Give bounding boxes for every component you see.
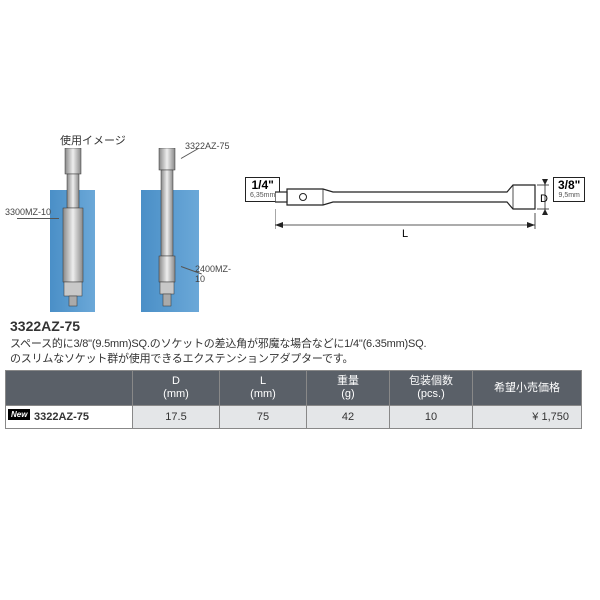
th-p-1: 包装個数 — [409, 375, 453, 387]
th-l: L (mm) — [220, 371, 307, 406]
td-d: 17.5 — [133, 406, 220, 429]
adapter-outline — [275, 175, 555, 245]
desc-line2: のスリムなソケット群が使用できるエクステンションアダプターです。 — [10, 353, 353, 365]
side-view-drawing: 1/4" 6,35mm 3/8" 9,5mm — [275, 187, 565, 267]
td-pack: 10 — [390, 406, 473, 429]
dim-d: D — [540, 193, 548, 205]
th-l-1: L — [260, 375, 266, 387]
th-l-2: (mm) — [250, 388, 276, 400]
td-l: 75 — [220, 406, 307, 429]
drive-left-sub: 6,35mm — [250, 192, 275, 200]
spec-table: D (mm) L (mm) 重量 (g) 包装個数 (pcs.) 希望小売価格 … — [5, 370, 582, 429]
drive-left-main: 1/4" — [250, 179, 275, 192]
new-badge: New — [8, 409, 30, 420]
dim-l: L — [402, 228, 408, 240]
model-title: 3322AZ-75 — [10, 318, 80, 334]
th-d-1: D — [172, 375, 180, 387]
th-w-1: 重量 — [337, 375, 359, 387]
table-row: 3322AZ-75 17.5 75 42 10 ¥ 1,750 — [6, 406, 582, 429]
th-d: D (mm) — [133, 371, 220, 406]
callout-bottom: 2400MZ-10 — [195, 264, 235, 284]
th-p-2: (pcs.) — [417, 388, 445, 400]
th-pack: 包装個数 (pcs.) — [390, 371, 473, 406]
th-w-2: (g) — [341, 388, 354, 400]
callout-top: 3322AZ-75 — [185, 141, 230, 151]
drive-right-sub: 9,5mm — [558, 192, 580, 200]
left-socket-drawing — [61, 148, 85, 308]
right-socket-drawing — [155, 148, 179, 308]
callout-left: 3300MZ-10 — [5, 207, 51, 217]
th-price: 希望小売価格 — [473, 371, 582, 406]
drive-right-main: 3/8" — [558, 179, 580, 192]
th-weight: 重量 (g) — [307, 371, 390, 406]
desc-line1: スペース的に3/8"(9.5mm)SQ.のソケットの差込角が邪魔な場合などに1/… — [10, 338, 426, 350]
table-header-row: D (mm) L (mm) 重量 (g) 包装個数 (pcs.) 希望小売価格 — [6, 371, 582, 406]
th-model — [6, 371, 133, 406]
usage-diagram: 3300MZ-10 3322AZ-75 2400MZ-10 — [5, 146, 235, 316]
td-price: ¥ 1,750 — [473, 406, 582, 429]
description: スペース的に3/8"(9.5mm)SQ.のソケットの差込角が邪魔な場合などに1/… — [10, 337, 426, 367]
th-d-2: (mm) — [163, 388, 189, 400]
leader — [17, 218, 59, 219]
drive-right-label: 3/8" 9,5mm — [553, 177, 585, 202]
td-weight: 42 — [307, 406, 390, 429]
